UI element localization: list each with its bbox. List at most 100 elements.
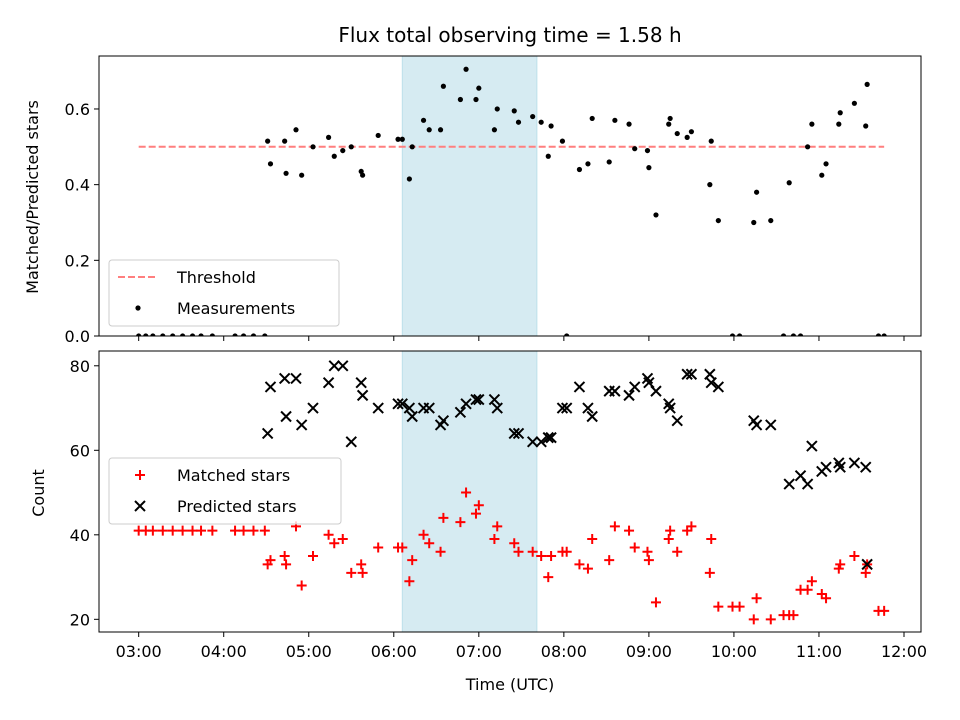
measurement-point xyxy=(644,147,651,154)
matched-star-point xyxy=(643,555,654,566)
x-tick-label: 05:00 xyxy=(286,642,332,661)
matched-star-point xyxy=(337,534,348,545)
matched-star-point xyxy=(650,597,661,608)
x-tick-label: 08:00 xyxy=(541,642,587,661)
predicted-star-point xyxy=(278,372,291,385)
predicted-star-point xyxy=(586,410,598,423)
predicted-star-point xyxy=(392,398,404,410)
matched-star-point xyxy=(473,500,484,511)
matched-star-point xyxy=(665,525,676,536)
measurement-point xyxy=(646,165,652,171)
matched-star-point xyxy=(356,559,367,570)
matched-star-point xyxy=(642,546,653,557)
measurement-point xyxy=(612,117,618,123)
predicted-star-point xyxy=(556,402,569,414)
matched-star-point xyxy=(281,559,292,570)
matched-star-point xyxy=(357,567,368,578)
matched-star-point xyxy=(788,610,799,621)
matched-star-point xyxy=(704,567,715,578)
predicted-star-point xyxy=(664,402,676,414)
matched-star-point xyxy=(513,546,524,557)
matched-star-point xyxy=(546,550,557,561)
measurement-point xyxy=(189,333,196,336)
measurement-point xyxy=(559,138,566,144)
measurement-point xyxy=(548,123,554,129)
measurement-point xyxy=(160,333,166,336)
predicted-star-point xyxy=(705,376,717,389)
predicted-star-point xyxy=(473,393,485,406)
x-tick-label: 04:00 xyxy=(201,642,247,661)
matched-star-point xyxy=(536,550,547,561)
predicted-star-point xyxy=(437,415,450,427)
y-tick-label: 0.6 xyxy=(65,100,90,119)
measurement-point xyxy=(511,108,517,114)
measurement-point xyxy=(836,121,842,127)
legend-matched-handle xyxy=(135,470,145,480)
predicted-star-point xyxy=(454,406,467,418)
measurement-point xyxy=(299,172,305,178)
matched-star-point xyxy=(418,529,429,540)
measurement-point xyxy=(170,333,176,336)
predicted-star-point xyxy=(337,360,349,372)
predicted-star-point xyxy=(491,402,503,414)
matched-star-point xyxy=(177,525,188,536)
highlight-span xyxy=(401,350,538,633)
matched-star-point xyxy=(561,546,572,557)
measurement-point xyxy=(545,153,551,159)
predicted-star-point xyxy=(765,419,777,431)
predicted-star-point xyxy=(582,402,594,414)
matched-star-point xyxy=(397,542,408,553)
measurement-point xyxy=(267,161,274,167)
predicted-star-point xyxy=(685,368,698,380)
predicted-star-point xyxy=(508,427,520,440)
matched-star-point xyxy=(147,525,158,536)
top-y-axis-label: Matched/Predicted stars xyxy=(23,100,42,294)
measurement-point xyxy=(325,134,332,140)
measurement-point xyxy=(786,180,792,186)
x-tick-label: 07:00 xyxy=(456,642,502,661)
measurement-point xyxy=(674,130,680,137)
matched-star-point xyxy=(259,525,270,536)
measurement-point xyxy=(293,127,299,133)
matched-star-point xyxy=(706,534,717,545)
matched-star-point xyxy=(713,601,724,612)
matched-star-point xyxy=(470,508,481,519)
matched-star-point xyxy=(407,555,418,566)
matched-star-point xyxy=(821,593,832,604)
matched-star-point xyxy=(296,580,307,591)
predicted-star-point xyxy=(783,478,795,490)
predicted-star-point xyxy=(712,381,725,393)
predicted-star-point xyxy=(671,415,683,427)
matched-star-point xyxy=(424,538,435,549)
predicted-star-point xyxy=(860,461,872,473)
matched-star-point xyxy=(574,559,585,570)
matched-star-point xyxy=(765,614,776,625)
matched-star-point xyxy=(686,521,697,532)
predicted-star-point xyxy=(526,436,539,448)
measurement-point xyxy=(606,159,612,165)
x-tick-label: 10:00 xyxy=(711,642,757,661)
predicted-star-point xyxy=(542,431,554,444)
predicted-star-point xyxy=(403,402,416,414)
matched-star-point xyxy=(879,605,890,616)
measurement-point xyxy=(265,138,271,144)
measurement-point xyxy=(875,333,882,336)
matched-star-point xyxy=(527,546,538,557)
y-tick-label: 20 xyxy=(70,610,90,629)
measurement-point xyxy=(331,153,337,159)
matched-star-point xyxy=(543,572,554,583)
legend-box xyxy=(108,259,340,327)
axes-frame xyxy=(98,350,922,633)
measurement-point xyxy=(768,217,774,224)
predicted-star-point xyxy=(423,402,435,414)
measurement-point xyxy=(406,176,412,182)
predicted-star-point xyxy=(806,440,818,452)
measurement-point xyxy=(780,333,787,336)
measurement-point xyxy=(150,333,156,336)
matched-star-point xyxy=(323,529,334,540)
matched-star-point xyxy=(455,517,466,528)
predicted-star-point xyxy=(470,393,482,406)
bottom-panel: 20 40 60 80 03:00 04:00 05:00 06:00 07:00 08:00 09… xyxy=(70,350,927,661)
matched-star-point xyxy=(835,559,846,570)
measurement-point xyxy=(585,161,591,167)
